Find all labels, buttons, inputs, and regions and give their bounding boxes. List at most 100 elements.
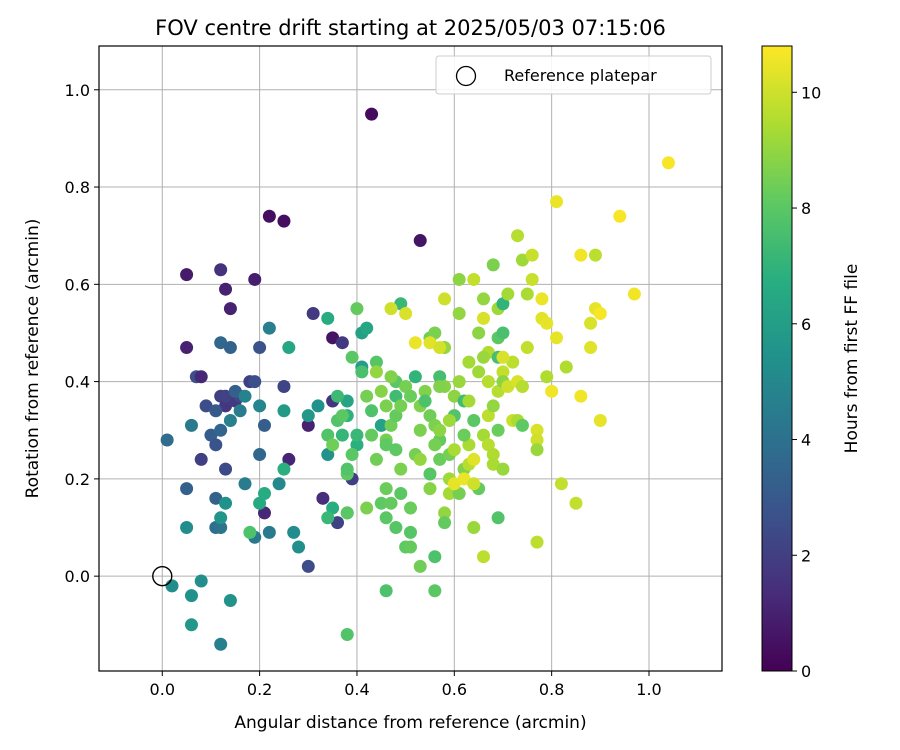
scatter-point — [301, 559, 315, 573]
scatter-point — [418, 394, 432, 408]
scatter-point — [399, 379, 413, 393]
scatter-point — [209, 491, 223, 505]
scatter-point — [408, 370, 422, 384]
scatter-point — [184, 418, 198, 432]
scatter-point — [394, 297, 408, 311]
scatter-point — [467, 521, 481, 535]
scatter-point — [321, 428, 335, 442]
colorbar-ticks: 0 2 4 6 8 10 — [792, 83, 821, 681]
scatter-point — [554, 477, 568, 491]
scatter-point — [423, 409, 437, 423]
scatter-point — [257, 418, 271, 432]
scatter-point — [457, 472, 471, 486]
scatter-point — [394, 399, 408, 413]
reference-marker-layer — [152, 565, 173, 587]
scatter-point — [360, 389, 374, 403]
scatter-point — [408, 336, 422, 350]
scatter-point — [379, 511, 393, 525]
scatter-point — [574, 248, 588, 262]
scatter-point — [282, 341, 296, 355]
scatter-point — [525, 248, 539, 262]
legend-entry-reference-platepar: Reference platepar — [504, 66, 657, 85]
scatter-point — [496, 297, 510, 311]
scatter-point — [369, 355, 383, 369]
scatter-point — [506, 355, 520, 369]
scatter-point — [481, 409, 495, 423]
colorbar: 0 2 4 6 8 10 Hours from first FF file — [761, 45, 862, 681]
scatter-point — [413, 423, 427, 437]
scatter-point — [438, 506, 452, 520]
scatter-point — [282, 452, 296, 466]
scatter-point — [214, 511, 228, 525]
grid-lines — [99, 46, 722, 671]
scatter-point — [209, 438, 223, 452]
scatter-point — [593, 307, 607, 321]
scatter-point — [515, 253, 529, 267]
scatter-point — [360, 501, 374, 515]
scatter-point — [535, 292, 549, 306]
scatter-point — [214, 637, 228, 651]
scatter-point — [379, 584, 393, 598]
scatter-point — [389, 521, 403, 535]
scatter-point — [340, 628, 354, 642]
scatter-point — [438, 292, 452, 306]
scatter-point — [613, 209, 627, 223]
scatter-point — [219, 389, 233, 403]
scatter-point — [399, 307, 413, 321]
colorbar-tick-label: 10 — [801, 83, 821, 102]
scatter-point — [321, 511, 335, 525]
scatter-point — [423, 482, 437, 496]
scatter-point — [433, 370, 447, 384]
scatter-point — [496, 365, 510, 379]
scatter-point — [472, 326, 486, 340]
scatter-point — [277, 404, 291, 418]
scatter-point — [530, 423, 544, 437]
legend-box — [435, 55, 712, 95]
scatter-point — [462, 394, 476, 408]
scatter-point — [350, 302, 364, 316]
scatter-point — [413, 559, 427, 573]
scatter-point — [199, 399, 213, 413]
scatter-point — [477, 292, 491, 306]
scatter-point — [360, 321, 374, 335]
scatter-point — [219, 462, 233, 476]
scatter-point — [340, 462, 354, 476]
scatter-point — [477, 350, 491, 364]
scatter-point — [661, 156, 675, 170]
y-tick-label: 0.0 — [65, 567, 90, 586]
scatter-point — [345, 350, 359, 364]
scatter-point — [486, 448, 500, 462]
scatter-point — [520, 341, 534, 355]
scatter-point — [423, 336, 437, 350]
scatter-point — [379, 438, 393, 452]
scatter-point — [180, 341, 194, 355]
scatter-point — [326, 331, 340, 345]
scatter-points — [160, 107, 675, 651]
scatter-point — [584, 316, 598, 330]
scatter-point — [262, 525, 276, 539]
scatter-point — [228, 384, 242, 398]
x-tick-label: 0.6 — [442, 680, 467, 699]
scatter-point — [287, 525, 301, 539]
y-tick-label: 1.0 — [65, 81, 90, 100]
scatter-point — [321, 311, 335, 325]
scatter-point — [306, 307, 320, 321]
scatter-point — [214, 521, 228, 535]
scatter-point — [277, 462, 291, 476]
scatter-point — [496, 350, 510, 364]
scatter-point — [447, 389, 461, 403]
colorbar-tick-label: 4 — [801, 431, 811, 450]
scatter-point — [428, 584, 442, 598]
scatter-point — [316, 491, 330, 505]
scatter-point — [311, 399, 325, 413]
scatter-point — [545, 384, 559, 398]
scatter-point — [365, 404, 379, 418]
scatter-point — [238, 389, 252, 403]
scatter-point — [219, 496, 233, 510]
scatter-point — [588, 248, 602, 262]
scatter-point — [160, 433, 174, 447]
scatter-point — [384, 496, 398, 510]
scatter-point — [574, 389, 588, 403]
scatter-point — [457, 428, 471, 442]
